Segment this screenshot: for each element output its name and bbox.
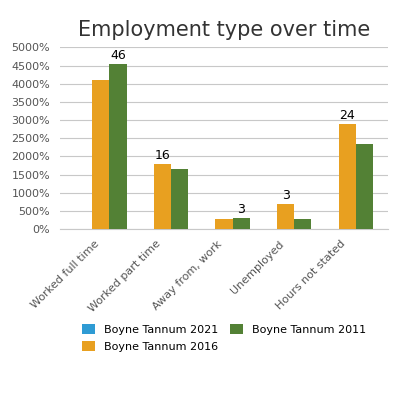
Text: 3: 3 [237, 203, 245, 216]
Title: Employment type over time: Employment type over time [78, 20, 370, 40]
Text: 24: 24 [339, 109, 355, 122]
Bar [215, 219, 233, 229]
Bar [294, 219, 312, 229]
Text: 16: 16 [154, 149, 170, 162]
Bar [154, 164, 171, 229]
Bar [277, 204, 294, 229]
Bar [92, 80, 110, 229]
Bar [338, 124, 356, 229]
Text: 46: 46 [110, 49, 126, 62]
Bar [171, 169, 188, 229]
Bar [356, 144, 373, 229]
Text: 3: 3 [282, 189, 290, 202]
Bar [110, 64, 127, 229]
Legend: Boyne Tannum 2021, Boyne Tannum 2016, Boyne Tannum 2011: Boyne Tannum 2021, Boyne Tannum 2016, Bo… [78, 320, 370, 356]
Bar [233, 218, 250, 229]
